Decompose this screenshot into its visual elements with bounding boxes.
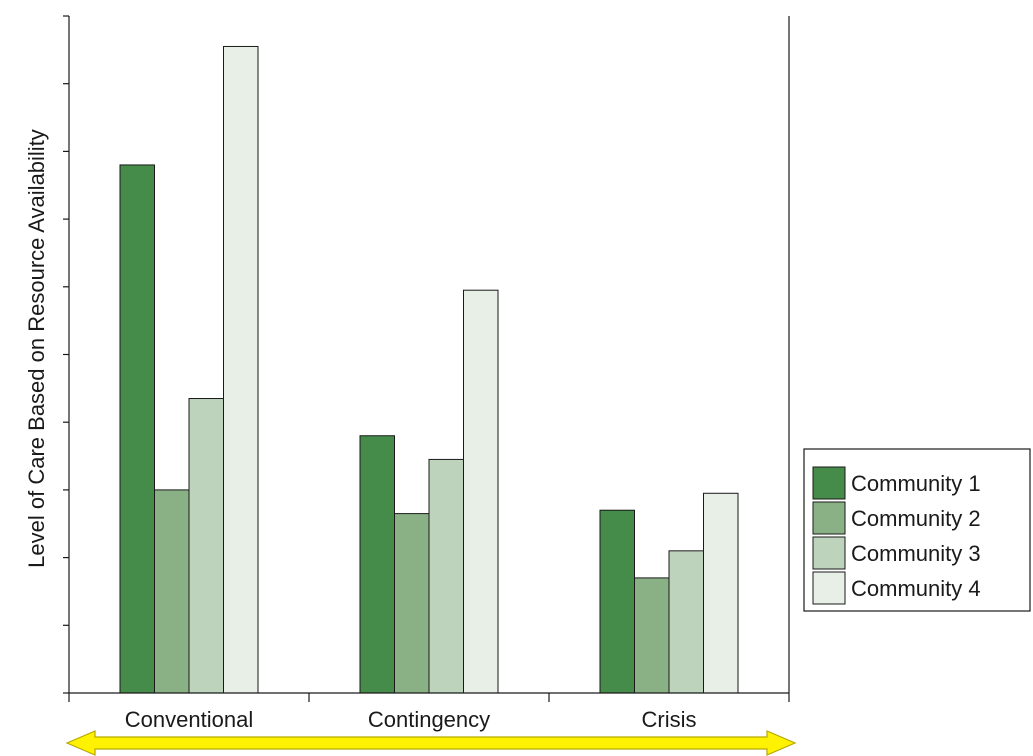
legend-swatch-community-2 xyxy=(812,501,846,535)
x-tick-label-contingency: Contingency xyxy=(368,707,490,732)
bar-crisis-community-2 xyxy=(634,577,670,694)
bar-crisis-community-1 xyxy=(599,509,635,694)
bar-conventional-community-3 xyxy=(188,398,224,694)
bar-conventional-community-1 xyxy=(119,164,155,694)
bar-contingency-community-3 xyxy=(428,458,464,694)
bar-crisis-community-3 xyxy=(668,550,704,694)
legend-swatch-community-1 xyxy=(812,466,846,500)
legend: Community 1 Community 2 Community 3 Communi… xyxy=(803,448,1031,612)
x-ticks-group xyxy=(68,693,790,702)
bar-contingency-community-4 xyxy=(463,289,499,694)
legend-swatch-community-4 xyxy=(812,571,846,605)
x-tick-label-conventional: Conventional xyxy=(125,707,253,732)
legend-label-community-4: Community 4 xyxy=(851,576,981,601)
bar-contingency-community-2 xyxy=(394,513,430,694)
bar-conventional-community-4 xyxy=(223,45,259,694)
bar-contingency-community-1 xyxy=(359,435,395,694)
double-arrow-icon xyxy=(65,730,797,756)
y-ticks-group xyxy=(63,15,69,694)
bar-crisis-community-4 xyxy=(703,492,739,694)
legend-label-community-3: Community 3 xyxy=(851,541,981,566)
bars-group xyxy=(119,45,739,694)
legend-label-community-1: Community 1 xyxy=(851,471,981,496)
legend-label-community-2: Community 2 xyxy=(851,506,981,531)
x-tick-labels-group: Conventional Contingency Crisis xyxy=(125,707,697,732)
y-axis-label: Level of Care Based on Resource Availabi… xyxy=(24,129,49,568)
x-tick-label-crisis: Crisis xyxy=(642,707,697,732)
plot-area: Conventional Contingency Crisis xyxy=(63,15,790,732)
legend-swatch-community-3 xyxy=(812,536,846,570)
bar-conventional-community-2 xyxy=(154,489,190,694)
legend-items-group: Community 1 Community 2 Community 3 Communi… xyxy=(812,466,981,605)
